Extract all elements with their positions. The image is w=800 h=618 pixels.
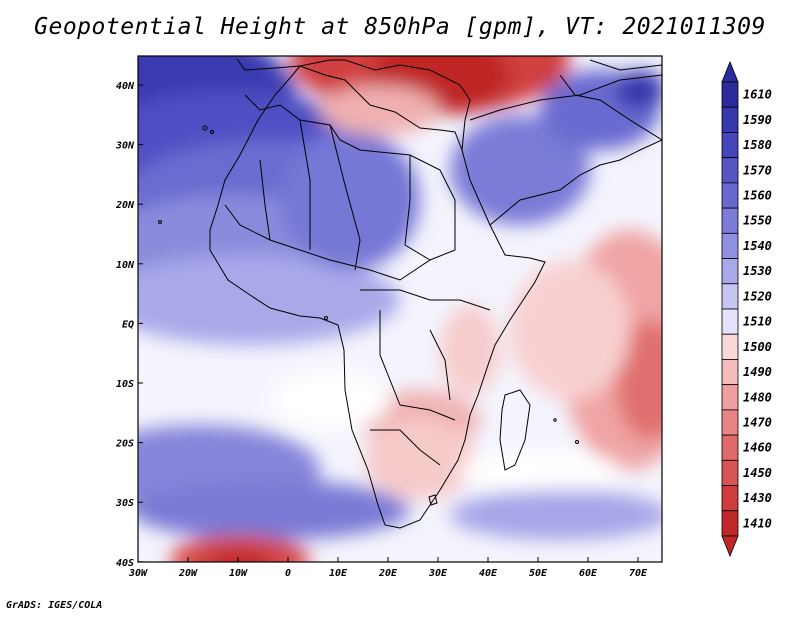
colorbar-swatch [721,510,739,537]
colorbar-level-label: 1580 [743,138,772,152]
lon-tick-label: 60E [579,568,598,579]
lat-tick-label: 10S [116,379,134,390]
colorbar-level-label: 1450 [743,466,772,480]
colorbar-swatch [721,283,739,310]
colorbar-level-label: 1590 [743,113,772,127]
colorbar-swatch [721,434,739,461]
colorbar-level-label: 1430 [743,491,772,505]
lon-axis: 30W 20W 10W 0 10E 20E 30E 40E 50E 60E 70E [128,557,648,579]
colorbar-top-arrow [721,60,739,83]
colorbar-level-label: 1530 [743,264,772,278]
lon-tick-label: 20W [178,568,198,579]
lon-tick-label: 30W [128,568,148,579]
footer-credit: GrADS: IGES/COLA [6,600,103,611]
colorbar-swatch [721,182,739,209]
lon-tick-label: 70E [629,568,648,579]
coastlines [209,58,662,529]
map-frame [137,55,663,563]
lat-axis: 40N 30N 20N 10N EQ 10S 20S 30S 40S [115,81,143,569]
colorbar-swatch [721,106,739,133]
colorbar-level-label: 1410 [743,516,772,530]
lon-tick-label: 40E [479,568,498,579]
lon-tick-label: 20E [378,568,398,579]
colorbar: 1610 1590 1580 1570 1560 1550 1540 1530 1520 1510… [721,60,772,558]
lat-tick-label: 10N [116,260,135,271]
lat-tick-label: 20N [115,200,135,211]
colorbar-swatch [721,384,739,411]
colorbar-level-label: 1460 [743,441,772,455]
lon-tick-label: 10W [229,568,248,579]
colorbar-swatch [721,258,739,285]
colorbar-swatch [721,333,739,360]
colorbar-level-label: 1500 [743,340,772,354]
lat-tick-label: 40N [116,81,135,92]
lat-tick-label: 30S [115,498,134,509]
colorbar-swatch [721,157,739,184]
colorbar-swatch [721,459,739,486]
colorbar-level-label: 1610 [743,88,772,102]
lon-tick-label: 50E [529,568,548,579]
colorbar-level-label: 1490 [743,365,772,379]
lat-tick-label: 20S [115,439,134,450]
lat-tick-label: EQ [122,319,134,330]
colorbar-level-label: 1550 [743,214,772,228]
colorbar-swatch [721,308,739,335]
colorbar-level-label: 1540 [743,239,772,253]
colorbar-swatch [721,207,739,234]
colorbar-swatch [721,232,739,259]
colorbar-level-label: 1480 [743,390,772,404]
colorbar-swatch [721,485,739,512]
colorbar-level-label: 1510 [743,315,772,329]
lat-tick-label: 40S [116,558,134,569]
lon-tick-label: 10E [329,568,348,579]
colorbar-bottom-arrow [721,535,739,558]
colorbar-swatch [721,132,739,159]
height-field [138,56,662,562]
colorbar-level-label: 1520 [743,289,772,303]
lon-tick-label: 30E [428,568,448,579]
chart-title: Geopotential Height at 850hPa [gpm], VT:… [34,14,766,40]
lon-tick-label: 0 [285,568,291,579]
colorbar-level-label: 1560 [743,189,772,203]
lat-tick-label: 30N [115,141,135,152]
colorbar-level-label: 1470 [743,416,772,430]
colorbar-level-label: 1570 [743,163,772,177]
colorbar-swatch [721,81,739,108]
colorbar-swatch [721,359,739,386]
colorbar-swatch [721,409,739,436]
